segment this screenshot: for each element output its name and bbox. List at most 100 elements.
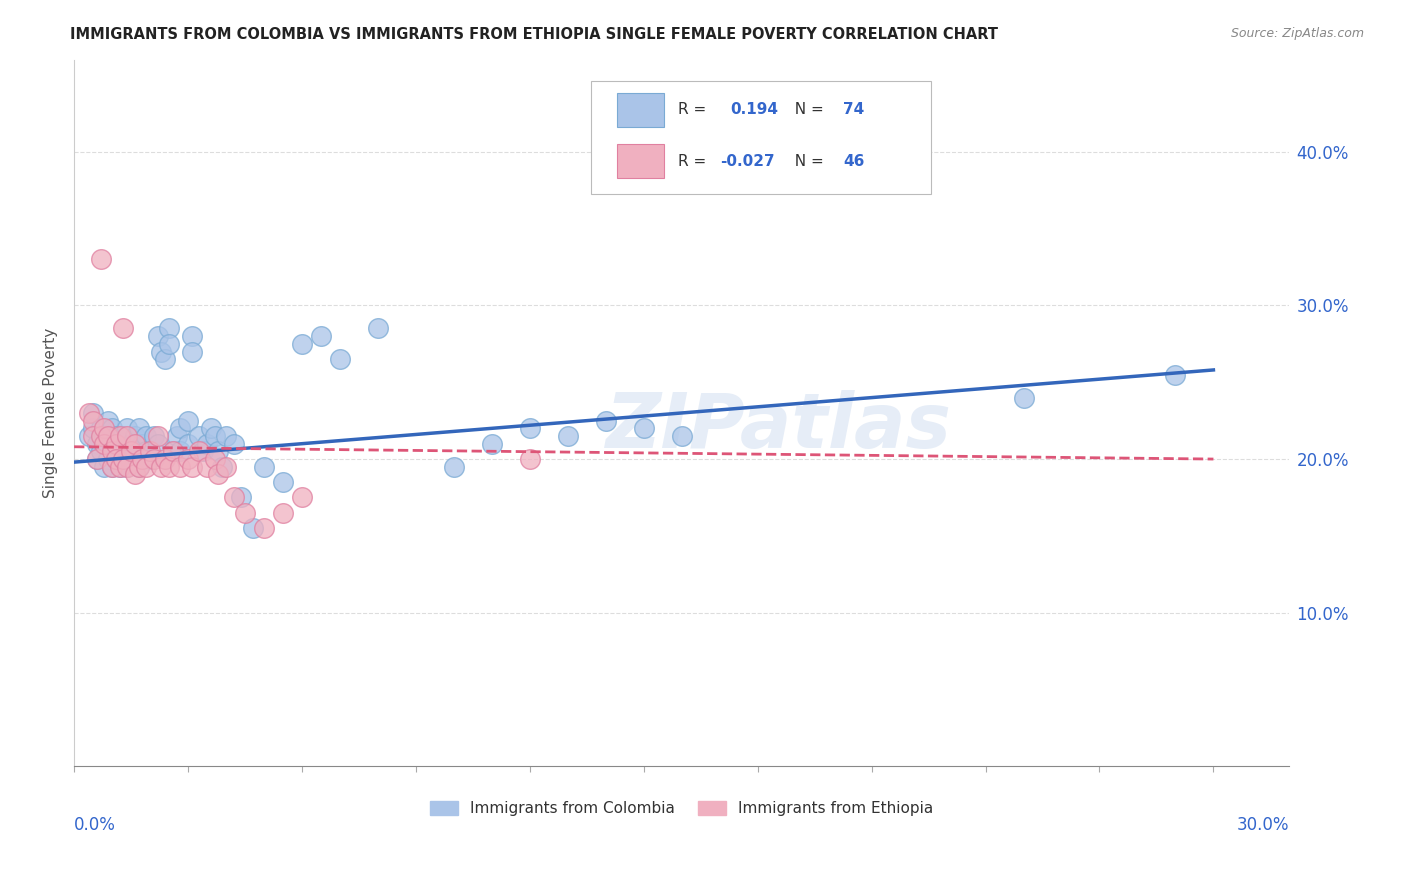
Point — [117, 429, 139, 443]
Point — [166, 429, 188, 443]
Text: ZIPatlas: ZIPatlas — [606, 390, 952, 464]
Point — [120, 452, 142, 467]
Point — [112, 452, 135, 467]
Point — [135, 444, 157, 458]
Point — [519, 452, 541, 467]
Point — [443, 459, 465, 474]
Point — [97, 429, 120, 443]
Point — [79, 406, 101, 420]
Point — [1012, 391, 1035, 405]
Point — [101, 459, 124, 474]
Point — [108, 436, 131, 450]
Point — [124, 436, 146, 450]
Point — [169, 444, 191, 458]
Point — [104, 452, 127, 467]
Point — [188, 429, 211, 443]
Point — [155, 452, 177, 467]
Text: 0.0%: 0.0% — [75, 816, 115, 834]
Point — [90, 444, 112, 458]
Point — [211, 459, 233, 474]
Point — [120, 444, 142, 458]
Text: N =: N = — [785, 103, 828, 117]
Point — [104, 452, 127, 467]
Point — [291, 491, 314, 505]
Point — [128, 459, 150, 474]
Point — [193, 444, 215, 458]
Point — [86, 452, 108, 467]
Point — [146, 429, 169, 443]
Text: 0.194: 0.194 — [730, 103, 779, 117]
Point — [157, 336, 180, 351]
Point — [233, 506, 256, 520]
Point — [131, 452, 153, 467]
Text: -0.027: -0.027 — [721, 153, 775, 169]
Point — [271, 506, 294, 520]
Point — [112, 444, 135, 458]
Point — [207, 467, 229, 482]
Text: 74: 74 — [844, 103, 865, 117]
Point — [188, 444, 211, 458]
Point — [139, 452, 162, 467]
Point — [271, 475, 294, 489]
Point — [124, 467, 146, 482]
Point — [177, 414, 200, 428]
Point — [146, 436, 169, 450]
FancyBboxPatch shape — [591, 81, 931, 194]
Point — [104, 436, 127, 450]
Point — [155, 352, 177, 367]
Point — [169, 421, 191, 435]
Point — [595, 414, 617, 428]
Point — [112, 321, 135, 335]
Point — [231, 491, 253, 505]
Text: IMMIGRANTS FROM COLOMBIA VS IMMIGRANTS FROM ETHIOPIA SINGLE FEMALE POVERTY CORRE: IMMIGRANTS FROM COLOMBIA VS IMMIGRANTS F… — [70, 27, 998, 42]
Legend: Immigrants from Colombia, Immigrants from Ethiopia: Immigrants from Colombia, Immigrants fro… — [425, 795, 939, 822]
Point — [1164, 368, 1187, 382]
Point — [117, 459, 139, 474]
Point — [93, 421, 115, 435]
Point — [128, 421, 150, 435]
Point — [82, 421, 104, 435]
Point — [90, 252, 112, 267]
Point — [117, 421, 139, 435]
Point — [104, 429, 127, 443]
Point — [101, 444, 124, 458]
Point — [124, 444, 146, 458]
Point — [142, 429, 165, 443]
Point — [97, 452, 120, 467]
Point — [82, 406, 104, 420]
Point — [180, 344, 202, 359]
Point — [93, 459, 115, 474]
Point — [82, 414, 104, 428]
Point — [120, 436, 142, 450]
Point — [150, 459, 173, 474]
Point — [117, 459, 139, 474]
Point — [162, 444, 184, 458]
Point — [157, 459, 180, 474]
Point — [177, 436, 200, 450]
Point — [253, 521, 276, 535]
Point — [157, 321, 180, 335]
Point — [633, 421, 655, 435]
Point — [253, 459, 276, 474]
Point — [108, 459, 131, 474]
Point — [222, 436, 245, 450]
Point — [204, 452, 226, 467]
Point — [215, 459, 238, 474]
Point — [150, 344, 173, 359]
Point — [101, 421, 124, 435]
Point — [169, 459, 191, 474]
Point — [139, 444, 162, 458]
Text: R =: R = — [678, 103, 716, 117]
Point — [124, 429, 146, 443]
FancyBboxPatch shape — [617, 145, 664, 178]
Point — [519, 421, 541, 435]
Y-axis label: Single Female Poverty: Single Female Poverty — [44, 328, 58, 498]
Point — [90, 421, 112, 435]
FancyBboxPatch shape — [617, 93, 664, 127]
Point — [131, 436, 153, 450]
Point — [86, 436, 108, 450]
Point — [215, 429, 238, 443]
Point — [101, 436, 124, 450]
Point — [367, 321, 389, 335]
Point — [200, 421, 222, 435]
